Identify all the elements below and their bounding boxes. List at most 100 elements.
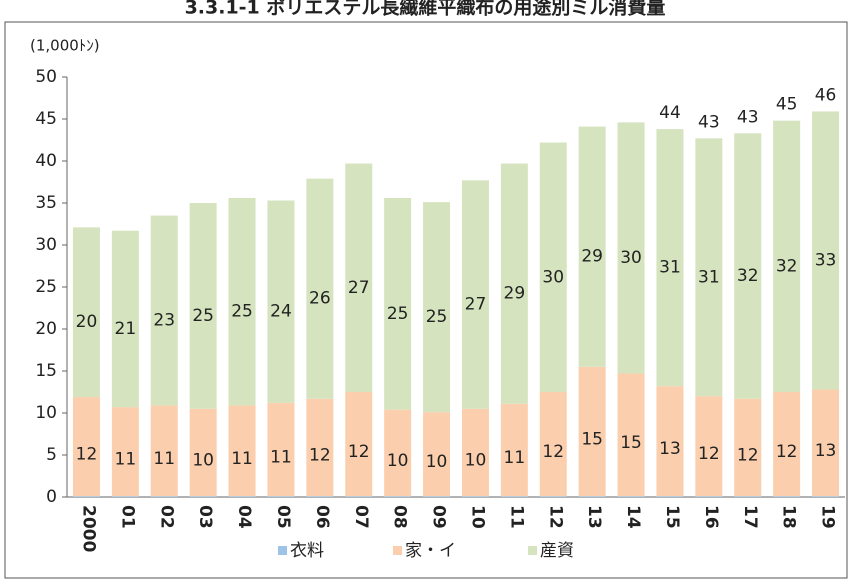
data-label: 11 [231, 449, 253, 469]
bar-segment [267, 496, 295, 497]
y-tick-label: 20 [35, 319, 57, 339]
y-tick-label: 0 [46, 487, 57, 507]
total-label: 44 [659, 103, 681, 123]
bar-segment [578, 366, 606, 497]
y-tick-label: 15 [35, 361, 57, 381]
data-label: 10 [192, 450, 214, 470]
legend-label: 衣料 [290, 541, 324, 561]
x-tick-label: 05 [273, 505, 293, 529]
bar-segment [461, 408, 489, 497]
x-tick-label: 15 [662, 505, 682, 529]
bar-segment [734, 133, 762, 399]
x-tick-label: 2000 [78, 505, 98, 552]
y-tick-label: 40 [35, 151, 57, 171]
x-tick-label: 18 [779, 505, 799, 529]
data-label: 25 [387, 304, 409, 324]
bar-segment [734, 496, 762, 497]
total-label: 46 [815, 85, 837, 105]
bar-segment [111, 407, 139, 497]
data-label: 12 [309, 445, 331, 465]
x-tick-label: 03 [195, 505, 215, 529]
y-tick-label: 35 [35, 193, 57, 213]
bar-segment [461, 496, 489, 497]
bar-segment [150, 215, 178, 406]
y-tick-label: 5 [46, 445, 57, 465]
data-label: 21 [115, 319, 137, 339]
data-label: 13 [815, 441, 837, 461]
data-label: 11 [270, 448, 292, 468]
data-label: 10 [426, 452, 448, 472]
bar-segment [461, 180, 489, 409]
x-tick-label: 11 [506, 505, 526, 529]
bar-segment [773, 120, 801, 393]
bar-segment [695, 396, 723, 497]
bar-segment [345, 163, 373, 392]
bar-segment [423, 412, 451, 497]
bar-segment [656, 496, 684, 497]
x-tick-label: 17 [740, 505, 760, 529]
bar-segment [578, 496, 606, 497]
data-label: 25 [426, 307, 448, 327]
data-label: 31 [698, 267, 720, 287]
data-label: 30 [620, 248, 642, 268]
data-label: 33 [815, 250, 837, 270]
bar-segment [734, 398, 762, 497]
bar-segment [423, 202, 451, 413]
data-label: 25 [192, 306, 214, 326]
bar-segment [773, 392, 801, 497]
bar-segment [306, 398, 334, 497]
data-label: 26 [309, 289, 331, 309]
data-label: 27 [465, 295, 487, 315]
bar-segment [384, 496, 412, 497]
bar-segment [578, 126, 606, 367]
data-label: 10 [387, 451, 409, 471]
y-tick-label: 25 [35, 277, 57, 297]
bar-segment [812, 496, 840, 497]
data-label: 10 [465, 450, 487, 470]
chart-border [4, 21, 848, 579]
data-label: 29 [504, 284, 526, 304]
bar-segment [345, 392, 373, 497]
bar-segment [539, 142, 567, 392]
data-label: 11 [115, 450, 137, 470]
bar-segment [189, 203, 217, 409]
bar-segment [539, 392, 567, 497]
x-tick-label: 14 [623, 505, 643, 529]
bar-segment [72, 397, 100, 497]
bar-segment [150, 496, 178, 497]
x-tick-label: 06 [312, 505, 332, 529]
x-tick-label: 10 [467, 505, 487, 529]
y-tick-label: 30 [35, 235, 57, 255]
bar-segment [695, 138, 723, 397]
data-label: 11 [504, 448, 526, 468]
total-label: 43 [737, 107, 759, 127]
x-tick-label: 02 [156, 505, 176, 529]
x-tick-label: 19 [818, 505, 838, 529]
bar-segment [656, 386, 684, 497]
data-label: 32 [776, 256, 798, 276]
bar-segment [345, 496, 373, 497]
bar-segment [228, 197, 256, 406]
bar-segment [617, 122, 645, 374]
data-label: 30 [542, 267, 564, 287]
data-label: 15 [620, 433, 642, 453]
bar-segment [617, 373, 645, 497]
x-tick-label: 16 [701, 505, 721, 529]
legend-label: 家・イ [405, 541, 456, 561]
data-label: 24 [270, 302, 292, 322]
x-tick-label: 09 [429, 505, 449, 529]
bar-segment [384, 197, 412, 410]
data-label: 12 [737, 445, 759, 465]
bar-segment [306, 178, 334, 399]
legend-swatch [278, 546, 287, 555]
chart-title: 3.3.1-1 ポリエステル長繊維平織布の用途別ミル消費量 [185, 0, 666, 19]
data-label: 25 [231, 302, 253, 322]
x-tick-label: 01 [117, 505, 137, 529]
data-label: 11 [153, 449, 175, 469]
total-label: 45 [776, 95, 798, 115]
bar-segment [773, 496, 801, 497]
y-tick-label: 50 [35, 67, 57, 87]
data-label: 12 [698, 444, 720, 464]
x-tick-label: 04 [234, 505, 254, 529]
